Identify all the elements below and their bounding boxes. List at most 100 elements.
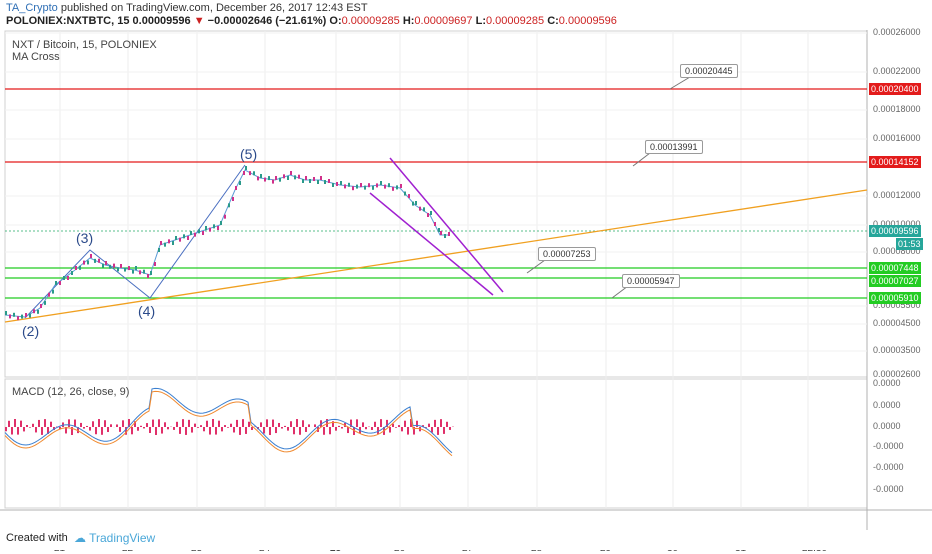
macd-histogram-bar (305, 427, 307, 432)
macd-histogram-bar (38, 420, 40, 427)
candle (44, 301, 46, 305)
macd-histogram-bar (185, 427, 187, 435)
candle (154, 262, 156, 266)
candle (71, 271, 73, 275)
macd-histogram-bar (389, 427, 391, 433)
macd-histogram-bar (278, 423, 280, 427)
wave-label-4: (4) (138, 303, 155, 319)
wave-label-3: (3) (76, 230, 93, 246)
candle (380, 181, 382, 185)
macd-histogram-bar (404, 421, 406, 427)
author-link[interactable]: TA_Crypto (6, 2, 58, 14)
annotation-tag-4[interactable]: 0.00005947 (622, 274, 680, 288)
candle (268, 176, 270, 180)
candle (183, 234, 185, 238)
close-label: C: (547, 15, 559, 27)
candle (290, 171, 292, 175)
macd-histogram-bar (224, 425, 226, 427)
candle (194, 233, 196, 237)
candle (150, 271, 152, 275)
macd-histogram-bar (11, 427, 13, 435)
candle (59, 281, 61, 285)
candle (168, 239, 170, 243)
annotation-tag-1[interactable]: 0.00020445 (680, 64, 738, 78)
macd-histogram-bar (341, 427, 343, 429)
elliott-wave-path[interactable] (25, 165, 245, 318)
macd-histogram-bar (365, 427, 367, 429)
annotation-tag-3[interactable]: 0.00007253 (538, 247, 596, 261)
macd-histogram-bar (161, 427, 163, 434)
annotation-tag-2[interactable]: 0.00013991 (645, 140, 703, 154)
macd-histogram-bar (89, 427, 91, 431)
tradingview-logo[interactable]: ☁ TradingView (74, 531, 155, 545)
candle (220, 221, 222, 225)
macd-histogram-bar (68, 419, 70, 427)
candle (213, 224, 215, 228)
candle (37, 310, 39, 314)
macd-tick-label: 0.0000 (873, 421, 901, 431)
candle (175, 236, 177, 240)
price-box-resistance-2: 0.00014152 (869, 156, 921, 168)
price-tick-label: 0.00022000 (873, 66, 921, 76)
candle (90, 254, 92, 258)
candle (87, 260, 89, 264)
candle (232, 197, 234, 201)
candle (257, 176, 259, 180)
macd-histogram-bar (428, 424, 430, 427)
ascending-trendline[interactable] (5, 190, 867, 322)
macd-histogram-bar (335, 427, 337, 431)
macd-histogram-bar (44, 419, 46, 427)
macd-histogram-bar (398, 425, 400, 427)
ma-cross-legend[interactable]: MA Cross (12, 51, 60, 63)
macd-legend[interactable]: MACD (12, 26, close, 9) (12, 386, 129, 398)
candle (260, 174, 262, 178)
macd-histogram-bar (158, 419, 160, 427)
candle (408, 194, 410, 198)
macd-tick-label: -0.0000 (873, 462, 904, 472)
macd-histogram-bar (266, 419, 268, 427)
candle (33, 309, 35, 313)
candle (172, 241, 174, 245)
candle (344, 184, 346, 188)
macd-histogram-bar (188, 420, 190, 427)
ma-line (5, 170, 450, 317)
macd-histogram-bar (227, 427, 229, 428)
wave-label-2: (2) (22, 323, 39, 339)
chart-area[interactable]: NXT / Bitcoin, 15, POLONIEX MA Cross MAC… (0, 30, 932, 530)
candle (352, 186, 354, 190)
candle (404, 192, 406, 196)
pair-legend[interactable]: NXT / Bitcoin, 15, POLONIEX (12, 39, 157, 51)
macd-histogram-bar (212, 419, 214, 427)
candle (187, 236, 189, 240)
down-triangle-icon: ▼ (194, 15, 205, 27)
candle (120, 264, 122, 268)
macd-histogram-bar (104, 420, 106, 427)
footer: Created with ☁ TradingView (0, 530, 932, 550)
candle (17, 316, 19, 320)
macd-histogram-bar (314, 424, 316, 427)
macd-histogram-bar (230, 424, 232, 427)
macd-histogram-bar (242, 419, 244, 427)
macd-histogram-bar (8, 421, 10, 427)
chart-canvas[interactable] (0, 30, 932, 530)
candle (340, 181, 342, 185)
price-tick-label: 0.00016000 (873, 133, 921, 143)
candle (302, 179, 304, 183)
macd-histogram-bar (137, 427, 139, 431)
macd-histogram-bar (449, 427, 451, 430)
close-value: 0.00009596 (559, 15, 617, 27)
candle (9, 314, 11, 318)
candle (128, 266, 130, 270)
candle (83, 261, 85, 265)
candle (305, 176, 307, 180)
candle (109, 265, 111, 269)
candle (423, 207, 425, 211)
candle (198, 229, 200, 233)
candle (438, 228, 440, 232)
macd-indicator (5, 388, 454, 455)
macd-histogram-bar (200, 425, 202, 427)
macd-histogram-bar (287, 427, 289, 431)
candle (209, 228, 211, 232)
macd-histogram-bar (239, 427, 241, 435)
candle (25, 313, 27, 317)
